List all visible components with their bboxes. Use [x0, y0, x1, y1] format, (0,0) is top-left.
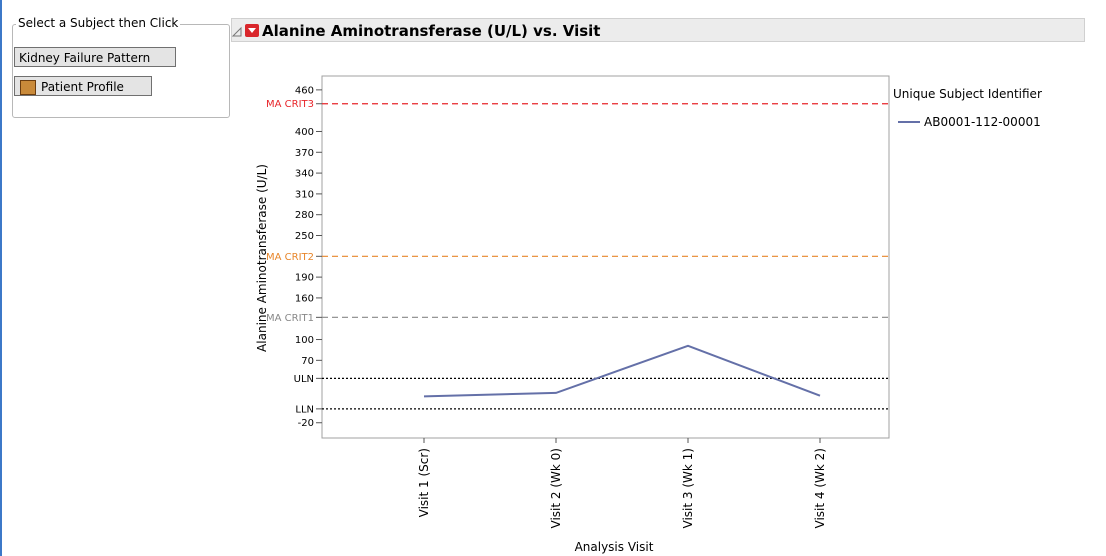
y-tick-label: 250	[295, 231, 314, 242]
y-tick-label: -20	[298, 418, 314, 429]
y-tick-label: MA CRIT3	[266, 99, 314, 110]
plot-frame	[321, 75, 890, 439]
disclosure-icon[interactable]	[231, 26, 242, 37]
y-tick-label: 460	[295, 85, 314, 96]
title-bar	[231, 18, 1085, 42]
y-tick-label: ULN	[294, 374, 314, 385]
x-tick-label: Visit 4 (Wk 2)	[813, 448, 827, 528]
y-tick-label: 100	[295, 335, 314, 346]
chart-title: Alanine Aminotransferase (U/L) vs. Visit	[262, 22, 600, 40]
y-tick-label: MA CRIT1	[266, 313, 314, 324]
y-tick-label: 160	[295, 293, 314, 304]
y-tick-label: 370	[295, 148, 314, 159]
y-tick-label: 70	[301, 356, 314, 367]
legend-title: Unique Subject Identifier	[893, 87, 1042, 101]
y-tick-label: 400	[295, 127, 314, 138]
series-line	[423, 344, 821, 398]
button[interactable]: Kidney Failure Pattern	[14, 47, 176, 67]
y-tick-label: MA CRIT2	[266, 252, 314, 263]
y-tick-label: 340	[295, 169, 314, 180]
menu-arrow	[248, 28, 256, 33]
legend-label: AB0001-112-00001	[924, 115, 1041, 129]
x-tick-label: Visit 2 (Wk 0)	[549, 448, 563, 528]
button-label: Patient Profile	[41, 80, 124, 94]
y-tick-label: LLN	[295, 404, 314, 415]
button[interactable]: Patient Profile	[14, 76, 152, 96]
group-caption: Select a Subject then Click	[16, 16, 181, 30]
y-axis-title: Alanine Aminotransferase (U/L)	[255, 164, 269, 352]
x-tick-label: Visit 1 (Scr)	[417, 448, 431, 517]
x-tick-label: Visit 3 (Wk 1)	[681, 448, 695, 528]
icon	[20, 80, 36, 95]
y-tick-label: 280	[295, 210, 314, 221]
x-axis-title: Analysis Visit	[575, 540, 654, 554]
y-tick-label: 310	[295, 189, 314, 200]
y-tick-label: 190	[295, 273, 314, 284]
